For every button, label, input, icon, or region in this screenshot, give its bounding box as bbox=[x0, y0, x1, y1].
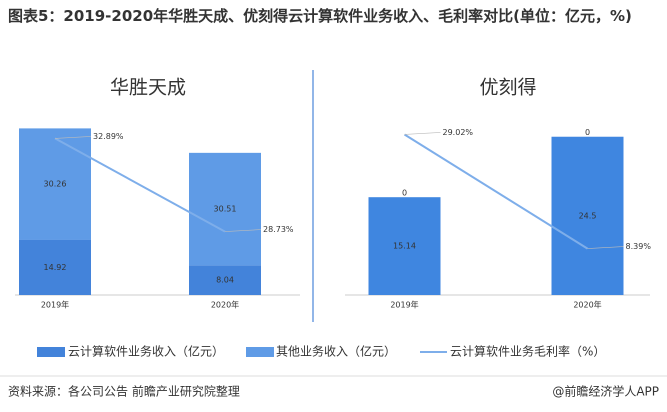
bar bbox=[189, 265, 261, 295]
chart-title: 优刻得 bbox=[479, 77, 536, 99]
value-label: 8.04 bbox=[216, 276, 234, 285]
line bbox=[54, 137, 226, 233]
legend-marker bbox=[246, 347, 274, 357]
leader bbox=[224, 229, 262, 232]
line bbox=[403, 133, 589, 250]
value-label: 30.51 bbox=[214, 205, 237, 214]
x-tick-label: 2020年 bbox=[573, 300, 601, 310]
leader bbox=[404, 132, 441, 135]
bar bbox=[189, 152, 261, 266]
bar bbox=[19, 128, 91, 240]
bar bbox=[551, 136, 624, 295]
value-label: 0 bbox=[585, 128, 590, 137]
value-label: 30.26 bbox=[44, 180, 67, 189]
leader bbox=[54, 136, 92, 139]
value-label: 32.89% bbox=[93, 132, 124, 141]
bar bbox=[368, 197, 441, 295]
value-label: 15.14 bbox=[393, 242, 416, 251]
value-label: 0 bbox=[402, 189, 407, 198]
bar bbox=[19, 239, 91, 295]
legend-marker bbox=[37, 347, 65, 357]
brand: @前瞻经济学人APP bbox=[552, 384, 659, 399]
value-label: 29.02% bbox=[443, 128, 474, 137]
x-tick-label: 2020年 bbox=[211, 300, 239, 310]
title: 图表5：2019-2020年华胜天成、优刻得云计算软件业务收入、毛利率对比(单位… bbox=[8, 7, 632, 25]
x-tick-label: 2019年 bbox=[390, 300, 418, 310]
value-label: 28.73% bbox=[263, 225, 294, 234]
leader bbox=[587, 246, 624, 249]
source: 资料来源：各公司公告 前瞻产业研究院整理 bbox=[8, 384, 240, 399]
value-label: 8.39% bbox=[626, 242, 652, 251]
legend-label: 云计算软件业务收入（亿元） bbox=[68, 344, 224, 359]
value-label: 14.92 bbox=[44, 263, 67, 272]
x-tick-label: 2019年 bbox=[41, 300, 69, 310]
chart-title: 华胜天成 bbox=[110, 77, 186, 99]
legend-label: 其他业务收入（亿元） bbox=[276, 344, 396, 359]
legend-label: 云计算软件业务毛利率（%） bbox=[450, 344, 605, 359]
value-label: 24.5 bbox=[579, 211, 597, 220]
